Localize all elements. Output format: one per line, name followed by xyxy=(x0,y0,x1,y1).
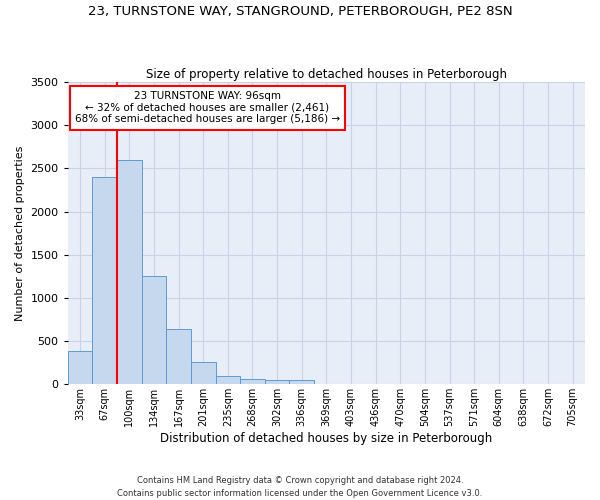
Y-axis label: Number of detached properties: Number of detached properties xyxy=(15,146,25,321)
Bar xyxy=(215,376,240,384)
Bar xyxy=(265,380,289,384)
X-axis label: Distribution of detached houses by size in Peterborough: Distribution of detached houses by size … xyxy=(160,432,493,445)
Bar xyxy=(117,160,142,384)
Bar xyxy=(92,177,117,384)
Bar xyxy=(166,329,191,384)
Bar xyxy=(191,362,215,384)
Bar xyxy=(289,380,314,384)
Bar xyxy=(240,379,265,384)
Bar xyxy=(142,276,166,384)
Title: Size of property relative to detached houses in Peterborough: Size of property relative to detached ho… xyxy=(146,68,507,81)
Text: 23, TURNSTONE WAY, STANGROUND, PETERBOROUGH, PE2 8SN: 23, TURNSTONE WAY, STANGROUND, PETERBORO… xyxy=(88,5,512,18)
Text: 23 TURNSTONE WAY: 96sqm
← 32% of detached houses are smaller (2,461)
68% of semi: 23 TURNSTONE WAY: 96sqm ← 32% of detache… xyxy=(75,91,340,124)
Text: Contains HM Land Registry data © Crown copyright and database right 2024.
Contai: Contains HM Land Registry data © Crown c… xyxy=(118,476,482,498)
Bar xyxy=(68,350,92,384)
